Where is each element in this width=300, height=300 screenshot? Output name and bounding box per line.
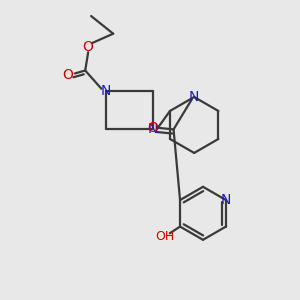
Text: N: N	[100, 84, 111, 98]
Text: N: N	[148, 122, 158, 136]
Text: OH: OH	[156, 230, 175, 243]
Text: N: N	[221, 193, 231, 207]
Text: O: O	[83, 40, 94, 54]
Text: N: N	[189, 90, 200, 104]
Text: O: O	[147, 121, 158, 135]
Text: O: O	[62, 68, 73, 82]
